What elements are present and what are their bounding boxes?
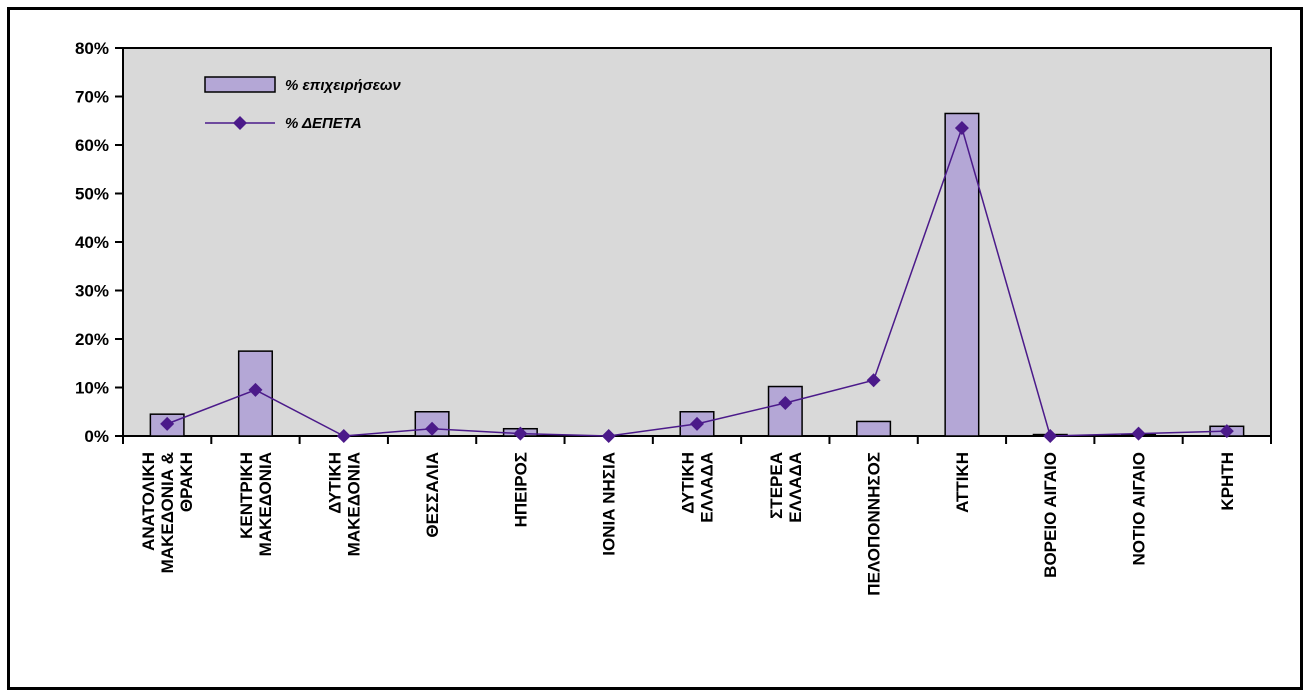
x-category-label: ΚΕΝΤΡΙΚΗ ΜΑΚΕΔΟΝΙΑ [237, 452, 275, 556]
x-category-label-line: ΠΕΛΟΠΟΝΝΗΣΟΣ [865, 452, 884, 596]
x-category-label-line: ΕΛΛΑΔΑ [698, 452, 717, 523]
x-category-label-line: ΘΡΑΚΗ [177, 452, 196, 512]
x-category-label-line: ΝΟΤΙΟ ΑΙΓΑΙΟ [1130, 452, 1149, 566]
plot-area [122, 47, 1272, 437]
x-category-label: ΒΟΡΕΙΟ ΑΙΓΑΙΟ [1041, 452, 1060, 578]
x-category-label-line: ΜΑΚΕΔΟΝΙΑ [344, 452, 363, 556]
y-tick-label: 30% [75, 282, 109, 301]
chart-frame: 0% 10% 20% 30% 40% 50% 60% 70% 80% ΑΝΑΤΟΛΙΚΗ ΜΑΚΕΔ… [7, 7, 1303, 690]
x-category-label: ΔΥΤΙΚΗ ΕΛΛΑΔΑ [679, 452, 717, 523]
line-marker [601, 429, 616, 443]
x-category-label: ΑΝΑΤΟΛΙΚΗ ΜΑΚΕΔΟΝΙΑ & ΘΡΑΚΗ [139, 452, 196, 573]
x-category-label: ΚΡΗΤΗ [1218, 452, 1237, 511]
line-marker [1131, 426, 1146, 441]
y-tick-label: 70% [75, 88, 109, 107]
x-category-label: ΘΕΣΣΑΛΙΑ [423, 452, 442, 538]
legend-swatch-marker [233, 116, 247, 130]
x-category-label-line: ΑΝΑΤΟΛΙΚΗ [139, 452, 158, 551]
line-marker [866, 373, 881, 388]
line-marker [778, 396, 793, 411]
bar [767, 385, 803, 437]
x-category-label-line: ΚΡΗΤΗ [1218, 452, 1237, 511]
chart-svg: 0%10%20%30%40%50%60%70%80%ΑΝΑΤΟΛΙΚΗ ΜΑΚΕΔ… [75, 39, 1272, 596]
bar [856, 420, 892, 437]
x-category-label-line: ΜΑΚΕΔΟΝΙΑ [256, 452, 275, 556]
x-category-label-line: ΕΛΛΑΔΑ [786, 452, 805, 523]
x-category-label-line: ΙΟΝΙΑ ΝΗΣΙΑ [600, 452, 619, 556]
y-tick-label: 80% [75, 39, 109, 58]
x-category-label: ΑΤΤΙΚΗ [953, 452, 972, 513]
line-marker [954, 121, 969, 136]
line-marker [425, 421, 440, 436]
legend-label-bar: % επιχειρήσεων [285, 77, 401, 94]
y-tick-label: 0% [84, 427, 109, 446]
line-marker [1219, 424, 1234, 439]
x-category-label-line: ΗΠΕΙΡΟΣ [511, 452, 530, 527]
line-marker [160, 416, 175, 431]
x-category-label-line: ΚΕΝΤΡΙΚΗ [237, 452, 256, 539]
y-tick-label: 40% [75, 233, 109, 252]
x-category-label-line: ΔΥΤΙΚΗ [325, 452, 344, 514]
x-category-label: ΙΟΝΙΑ ΝΗΣΙΑ [600, 452, 619, 556]
y-tick-label: 20% [75, 330, 109, 349]
x-category-label: ΔΥΤΙΚΗ ΜΑΚΕΔΟΝΙΑ [325, 452, 363, 556]
x-category-label: ΣΤΕΡΕΑ ΕΛΛΑΔΑ [767, 452, 805, 523]
line-marker [690, 416, 704, 431]
legend-swatch-bar [204, 76, 276, 93]
x-category-label-line: ΜΑΚΕΔΟΝΙΑ & [158, 452, 177, 573]
x-category-label-line: ΘΕΣΣΑΛΙΑ [423, 452, 442, 538]
x-category-label-line: ΣΤΕΡΕΑ [767, 452, 786, 519]
legend-label-line: % ΔΕΠΕΤΑ [285, 115, 362, 132]
x-category-label-line: ΔΥΤΙΚΗ [679, 452, 698, 514]
x-category-label: ΠΕΛΟΠΟΝΝΗΣΟΣ [865, 452, 884, 596]
x-category-label-line: ΑΤΤΙΚΗ [953, 452, 972, 513]
line-marker [1043, 429, 1058, 443]
y-tick-label: 50% [75, 185, 109, 204]
y-tick-label: 10% [75, 379, 109, 398]
x-category-label-line: ΒΟΡΕΙΟ ΑΙΓΑΙΟ [1041, 452, 1060, 578]
line-marker [336, 429, 351, 443]
line-marker [513, 426, 528, 441]
x-category-label: ΝΟΤΙΟ ΑΙΓΑΙΟ [1130, 452, 1149, 566]
x-category-label: ΗΠΕΙΡΟΣ [511, 452, 530, 527]
y-tick-label: 60% [75, 136, 109, 155]
line-marker [248, 382, 263, 397]
